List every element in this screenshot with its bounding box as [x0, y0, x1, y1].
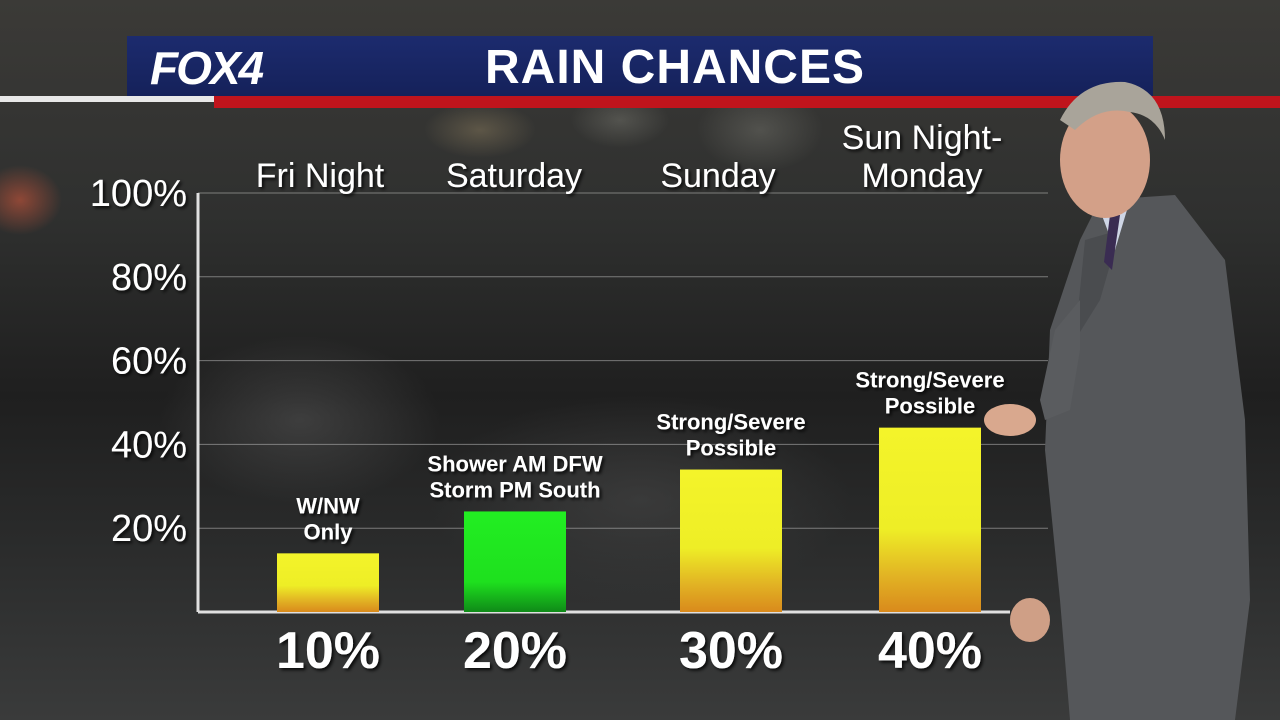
bar-annotation: Possible [686, 436, 776, 461]
y-axis-ticks: 20% 40% 60% 80% 100% [90, 173, 187, 550]
bar-annotation: W/NW [296, 493, 360, 518]
bar [680, 469, 782, 612]
bars [277, 427, 981, 612]
category-label: Sun Night- [842, 119, 1003, 157]
category-label: Sunday [660, 157, 775, 195]
bar [464, 511, 566, 612]
bar [879, 427, 981, 612]
bar-annotation: Strong/Severe [656, 410, 805, 435]
y-tick-label: 60% [111, 341, 187, 383]
bar-annotation: Possible [885, 394, 975, 419]
bar-annotation: Only [304, 519, 354, 544]
bar [277, 553, 379, 612]
station-logo: FOX4 [150, 42, 264, 94]
bar-annotation: Strong/Severe [855, 368, 1004, 393]
y-tick-label: 20% [111, 508, 187, 550]
bar-value-label: 30% [679, 622, 783, 680]
category-label: Monday [862, 157, 983, 195]
y-tick-label: 80% [111, 257, 187, 299]
header-red-stripe [214, 96, 1280, 108]
category-label: Fri Night [256, 157, 385, 195]
bar-value-label: 40% [878, 622, 982, 680]
header-banner [127, 36, 1153, 96]
y-tick-label: 100% [90, 173, 187, 215]
page-title: RAIN CHANCES [484, 41, 865, 94]
y-tick-label: 40% [111, 424, 187, 466]
category-label: Saturday [446, 157, 582, 195]
bar-value-label: 10% [276, 622, 380, 680]
bar-value-label: 20% [463, 622, 567, 680]
header-white-stripe [0, 96, 214, 102]
bar-annotation: Shower AM DFW [427, 451, 602, 476]
bar-annotation: Storm PM South [429, 477, 600, 502]
